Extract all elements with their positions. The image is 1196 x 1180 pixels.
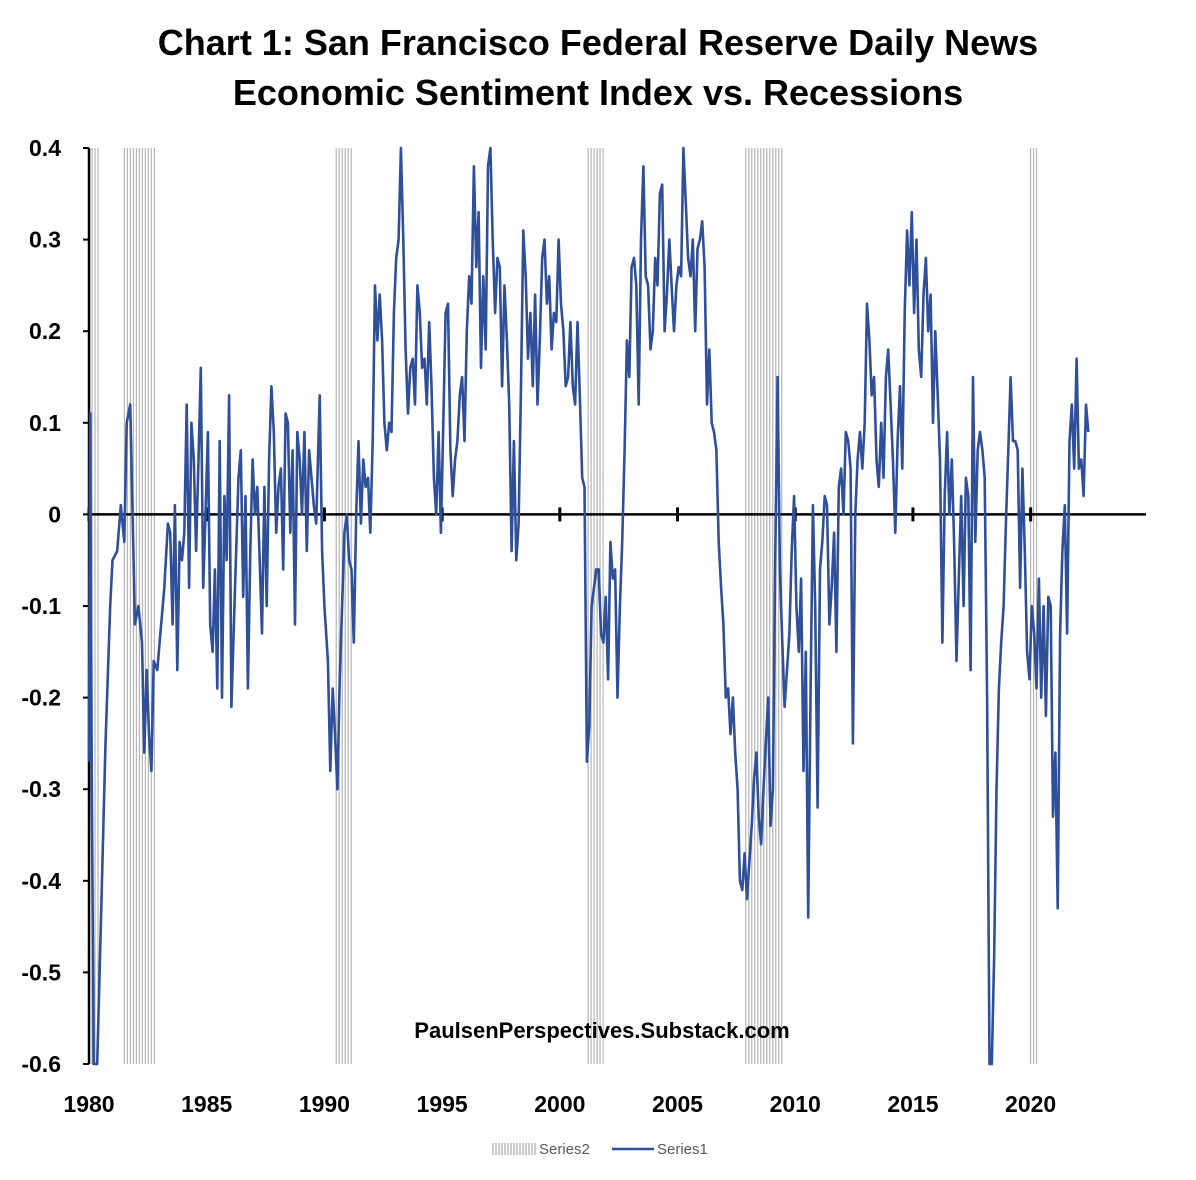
series-group (87, 146, 1090, 1066)
y-tick-label: 0 (48, 501, 61, 527)
recession-band (335, 148, 352, 1064)
y-tick-label: -0.6 (21, 1051, 61, 1077)
y-tick-label: 0.1 (29, 410, 61, 436)
legend-label-series2: Series2 (539, 1141, 590, 1158)
y-tick-label: 0.4 (29, 135, 61, 161)
y-tick-label: -0.4 (21, 868, 61, 894)
series-line-series1 (87, 146, 1090, 1066)
y-tick-label: -0.1 (21, 593, 61, 619)
x-tick-label: 2010 (770, 1091, 821, 1117)
recession-band (745, 148, 783, 1064)
legend: Series2 Series1 (492, 1141, 708, 1158)
legend-swatch-series2 (492, 1143, 536, 1155)
chart-title: Chart 1: San Francisco Federal Reserve D… (0, 18, 1196, 118)
x-tick-label: 1985 (181, 1091, 232, 1117)
y-tick-label: 0.2 (29, 318, 61, 344)
x-tick-label: 2015 (887, 1091, 938, 1117)
x-tick-label: 1990 (299, 1091, 350, 1117)
x-tick-label: 2020 (1005, 1091, 1056, 1117)
y-tick-label: -0.2 (21, 685, 61, 711)
watermark-text: PaulsenPerspectives.Substack.com (414, 1018, 789, 1043)
x-tick-label: 1995 (417, 1091, 468, 1117)
x-tick-label: 1980 (63, 1091, 114, 1117)
y-tick-label: 0.3 (29, 227, 61, 253)
y-tick-label: -0.5 (21, 959, 61, 985)
y-tick-label: -0.3 (21, 776, 61, 802)
x-tick-label: 2000 (534, 1091, 585, 1117)
y-axis: 0.4 0.3 0.2 0.1 0 -0.1 -0.2 -0.3 -0.4 -0.5 -0.6 (21, 135, 91, 1077)
x-tick-label: 2005 (652, 1091, 703, 1117)
legend-label-series1: Series1 (657, 1141, 708, 1158)
chart-title-line-1: Chart 1: San Francisco Federal Reserve D… (157, 22, 1039, 63)
chart-title-line-2: Economic Sentiment Index vs. Recessions (232, 72, 964, 113)
